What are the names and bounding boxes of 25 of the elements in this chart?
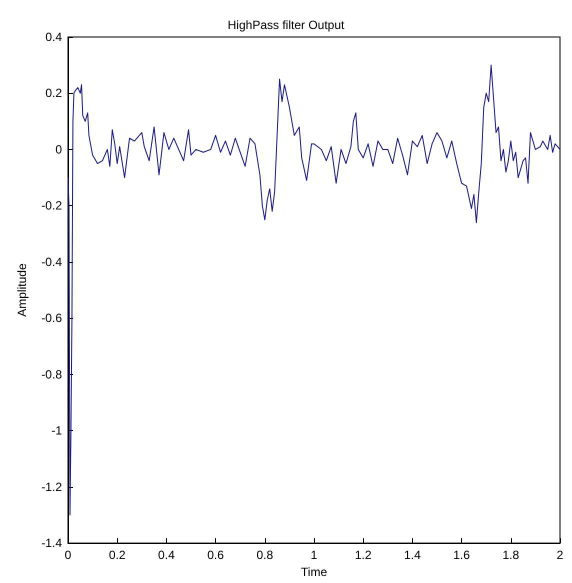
- x-tick-label: 1.6: [453, 548, 470, 562]
- y-tick-label: -0.6: [41, 311, 62, 326]
- y-tick-label: 0: [55, 142, 62, 156]
- x-tick-label: 1.4: [404, 548, 422, 562]
- y-tick-label: 0.4: [45, 30, 62, 44]
- x-tick-label: 0.8: [256, 548, 274, 562]
- x-tick-label: 0.4: [158, 548, 176, 562]
- chart-title: HighPass filter Output: [228, 18, 346, 32]
- line-series: [68, 64, 560, 516]
- y-tick-label: -1.2: [41, 480, 62, 494]
- x-tick-label: 1.2: [354, 548, 372, 562]
- y-axis-title: Amplitude: [15, 263, 29, 317]
- x-tick-label: 0.6: [207, 548, 224, 562]
- x-tick-label: 1.8: [502, 548, 520, 562]
- y-tick-label: -1.4: [41, 536, 62, 550]
- x-tick-label: 1: [310, 548, 318, 562]
- y-tick-label: -0.8: [41, 367, 62, 382]
- x-tick-label: 0.2: [108, 548, 126, 562]
- y-tick-label: 0.2: [45, 86, 62, 100]
- x-axis-title: Time: [300, 565, 328, 579]
- y-tick-label: -0.2: [41, 198, 62, 213]
- y-tick-label: -0.4: [41, 254, 62, 269]
- x-tick-label: 2: [556, 548, 564, 562]
- y-tick-label: -1: [51, 424, 62, 438]
- x-tick-label: 0: [64, 548, 72, 562]
